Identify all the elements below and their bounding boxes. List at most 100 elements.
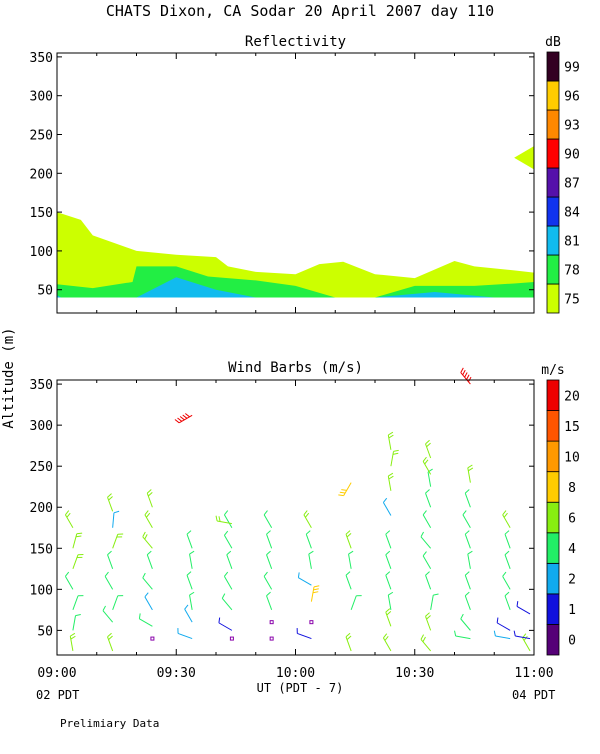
wind-barb (423, 457, 431, 474)
wind-barb (523, 634, 531, 651)
wind-barb (461, 368, 471, 384)
x-tick-label: 11:00 (514, 666, 553, 681)
wind-barb (306, 531, 311, 549)
wind-barb-calm (151, 637, 154, 640)
wind-barb (175, 413, 192, 422)
wind-barb (465, 490, 470, 508)
wind-barb (386, 572, 391, 590)
wind-barb (297, 628, 311, 639)
wind-barb (311, 586, 319, 602)
wind-barb (338, 483, 351, 496)
wind-barb (264, 511, 272, 528)
wind-barb (388, 473, 393, 491)
y-tick-label: 350 (30, 378, 53, 393)
colorbar-tick-label: 20 (564, 389, 580, 404)
colorbar-swatch (547, 594, 559, 625)
wind-barb (143, 573, 153, 589)
wind-barb-calm (230, 637, 233, 640)
wind-barb (187, 572, 192, 590)
wind-barb (494, 631, 510, 639)
colorbar-swatch (547, 255, 559, 284)
colorbar-tick-label: 78 (564, 264, 580, 279)
colorbar-tick-label: 93 (564, 119, 580, 134)
colorbar-swatch (547, 52, 559, 81)
wind-barb (108, 551, 113, 569)
figure-title: CHATS Dixon, CA Sodar 20 April 2007 day … (106, 2, 494, 20)
y-tick-label: 50 (37, 284, 53, 299)
wind-barb (388, 432, 393, 450)
wind-barb (505, 592, 510, 610)
y-tick-label: 100 (30, 583, 53, 598)
x-left-sublabel: 02 PDT (36, 688, 79, 702)
panel-title: Wind Barbs (m/s) (228, 360, 363, 376)
plot-frame (57, 380, 534, 655)
y-tick-label: 300 (30, 419, 53, 434)
y-tick-label: 150 (30, 206, 53, 221)
y-tick-label: 150 (30, 542, 53, 557)
colorbar-tick-label: 87 (564, 177, 580, 192)
wind-barb (421, 532, 431, 548)
wind-barb (267, 592, 272, 610)
wind-barb (113, 511, 119, 527)
wind-barb (219, 618, 232, 631)
colorbar-swatch (547, 441, 559, 472)
colorbar-tick-label: 1 (568, 603, 576, 618)
colorbar-tick-label: 81 (564, 235, 580, 250)
wind-barb-calm (270, 621, 273, 624)
wind-barb (431, 594, 439, 610)
colorbar-swatch (547, 533, 559, 564)
colorbar-swatch (547, 411, 559, 442)
wind-barb (147, 490, 152, 508)
wind-barb (113, 534, 124, 548)
wind-barb (267, 551, 272, 569)
wind-barb (388, 592, 393, 610)
wind-barb (70, 633, 75, 651)
colorbar-swatch (547, 81, 559, 110)
colorbar-label: dB (545, 35, 561, 50)
wind-barb (423, 552, 431, 569)
wind-barb (113, 596, 124, 610)
wind-barb (517, 601, 530, 614)
wind-barb (426, 490, 431, 508)
wind-barb (65, 511, 73, 528)
wind-barb (222, 594, 232, 610)
wind-barb (187, 531, 192, 549)
wind-barb (351, 596, 362, 610)
wind-barb (224, 531, 232, 548)
wind-barb (298, 572, 311, 585)
wind-barb (461, 614, 471, 630)
x-tick-label: 10:00 (276, 666, 315, 681)
colorbar-swatch (547, 284, 559, 313)
colorbar-swatch (547, 624, 559, 655)
wind-barb (309, 551, 314, 569)
wind-barb (383, 634, 391, 651)
wind-barb (423, 511, 431, 528)
wind-barb (143, 532, 153, 548)
wind-barb (108, 633, 113, 651)
panel-title: Reflectivity (245, 34, 346, 50)
x-axis-label: UT (PDT - 7) (257, 681, 344, 695)
y-tick-label: 350 (30, 51, 53, 66)
wind-barb (505, 551, 510, 569)
wind-barb (264, 572, 272, 589)
wind-barb (505, 531, 510, 549)
wind-barb (145, 593, 153, 610)
wind-barb (503, 511, 511, 528)
colorbar-tick-label: 84 (564, 206, 580, 221)
wind-barb (383, 498, 391, 515)
colorbar-tick-label: 0 (568, 634, 576, 649)
wind-barb (465, 592, 470, 610)
colorbar-tick-label: 15 (564, 420, 580, 435)
colorbar-swatch (547, 226, 559, 255)
wind-barb (227, 551, 232, 569)
wind-barb (267, 531, 272, 549)
wind-barb (503, 572, 511, 589)
wind-barb (346, 531, 351, 549)
y-tick-label: 200 (30, 501, 53, 516)
colorbar-swatch (547, 110, 559, 139)
colorbar-tick-label: 99 (564, 61, 580, 76)
wind-barb (224, 511, 232, 528)
wind-barb (421, 635, 431, 651)
wind-barb (468, 551, 473, 569)
